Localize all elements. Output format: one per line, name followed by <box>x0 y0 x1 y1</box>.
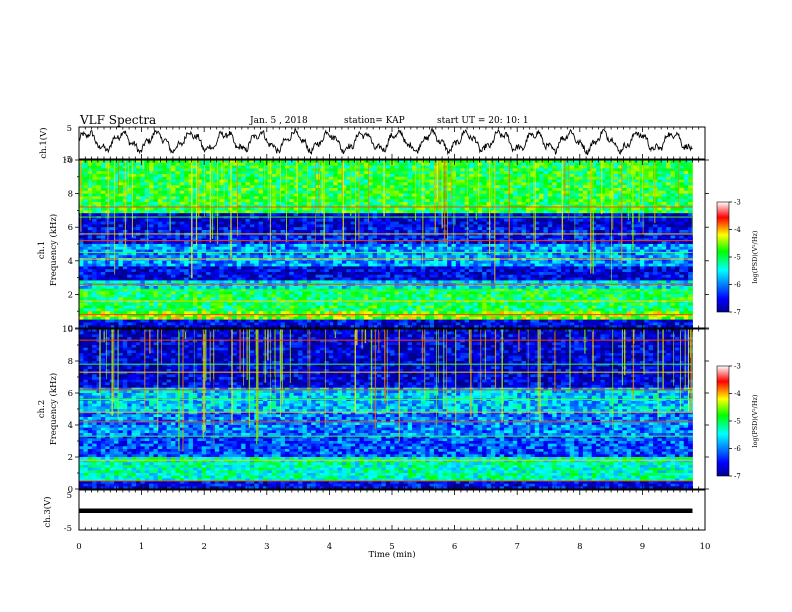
colorbar-tick-label: -3 <box>734 363 741 371</box>
figure-title: VLF Spectra <box>79 113 156 127</box>
x-axis-tick-label: 8 <box>577 542 582 552</box>
x-axis-tick-label: 7 <box>514 542 519 552</box>
colorbar-ch1-ticks: -3 -4 -5 -6 -7 <box>729 199 741 317</box>
x-axis-tick-label: 6 <box>452 542 457 552</box>
spectrogram-ytick-label: 6 <box>68 223 73 233</box>
colorbar-ch2-ticks: -3 -4 -5 -6 -7 <box>729 363 741 481</box>
spectrogram-ytick-label: 2 <box>68 290 73 300</box>
start-ut-label: start UT = 20: 10: 1 <box>437 116 529 126</box>
ch1-spectrogram-ylabel-channel: ch.1 <box>37 241 47 259</box>
ch1-waveform-ylabel: ch.1(V) <box>38 127 49 158</box>
ch3-ytick-top: 5 <box>67 491 72 501</box>
ch3-waveform-ylabel: ch.3(V) <box>42 496 53 527</box>
colorbar-tick-label: -6 <box>734 445 741 453</box>
x-axis-label: Time (min) <box>368 549 415 560</box>
ch1-waveform-line <box>79 128 693 155</box>
ch1-spectrogram-heatmap <box>79 160 705 328</box>
x-axis-tick-label: 1 <box>139 542 144 552</box>
colorbar-ch2: -3 -4 -5 -6 -7 log(PSD)(V²/Hz) <box>717 363 759 481</box>
spectrogram-ytick-label: 4 <box>68 257 73 267</box>
colorbar-ch1-bar <box>717 202 729 312</box>
colorbar-tick-label: -5 <box>734 418 741 426</box>
colorbar-ch2-label: log(PSD)(V²/Hz) <box>751 394 759 447</box>
colorbar-tick-label: -4 <box>734 226 741 234</box>
colorbar-tick-label: -3 <box>734 199 741 207</box>
spectrogram-ytick-label: 10 <box>62 325 73 335</box>
x-axis-tick-label: 4 <box>327 542 332 552</box>
colorbar-tick-label: -6 <box>734 281 741 289</box>
x-axis-tick-label: 3 <box>264 542 269 552</box>
spectrogram-ytick-label: 8 <box>68 357 73 367</box>
colorbar-tick-label: -4 <box>734 390 741 398</box>
ch2-spectrogram-ylabel-channel: ch.2 <box>37 400 47 418</box>
station-label: station= KAP <box>344 116 405 126</box>
colorbar-ch1: -3 -4 -5 -6 -7 log(PSD)(V²/Hz) <box>717 199 759 317</box>
spectrogram-ytick-label: 4 <box>68 421 73 431</box>
colorbar-tick-label: -5 <box>734 254 741 262</box>
spectrogram-ytick-label: 6 <box>68 389 73 399</box>
colorbar-ch2-bar <box>717 366 729 476</box>
x-axis-tick-label: 0 <box>76 542 81 552</box>
spectrogram-ytick-label: 8 <box>68 190 73 200</box>
ch1-ytick-top: 5 <box>67 124 72 134</box>
x-axis-tick-label: 10 <box>700 542 711 552</box>
ch2-spectrogram-heatmap <box>79 329 705 489</box>
colorbar-tick-label: -7 <box>734 473 741 481</box>
spectrogram-ytick-label: 10 <box>62 156 73 166</box>
colorbar-tick-label: -7 <box>734 309 741 317</box>
spectrogram-ytick-label: 2 <box>68 453 73 463</box>
x-axis-tick-label: 9 <box>640 542 645 552</box>
vlf-spectra-figure: VLF Spectra Jan. 5 , 2018 station= KAP s… <box>0 0 792 612</box>
x-axis-tick-label: 2 <box>201 542 206 552</box>
ch1-spectrogram-ylabel-frequency: Frequency (kHz) <box>48 214 59 286</box>
date-label: Jan. 5 , 2018 <box>249 116 308 126</box>
colorbar-ch1-label: log(PSD)(V²/Hz) <box>751 230 759 283</box>
ch3-ytick-bottom: -5 <box>64 524 72 534</box>
ch2-spectrogram-ylabel-frequency: Frequency (kHz) <box>48 373 59 445</box>
